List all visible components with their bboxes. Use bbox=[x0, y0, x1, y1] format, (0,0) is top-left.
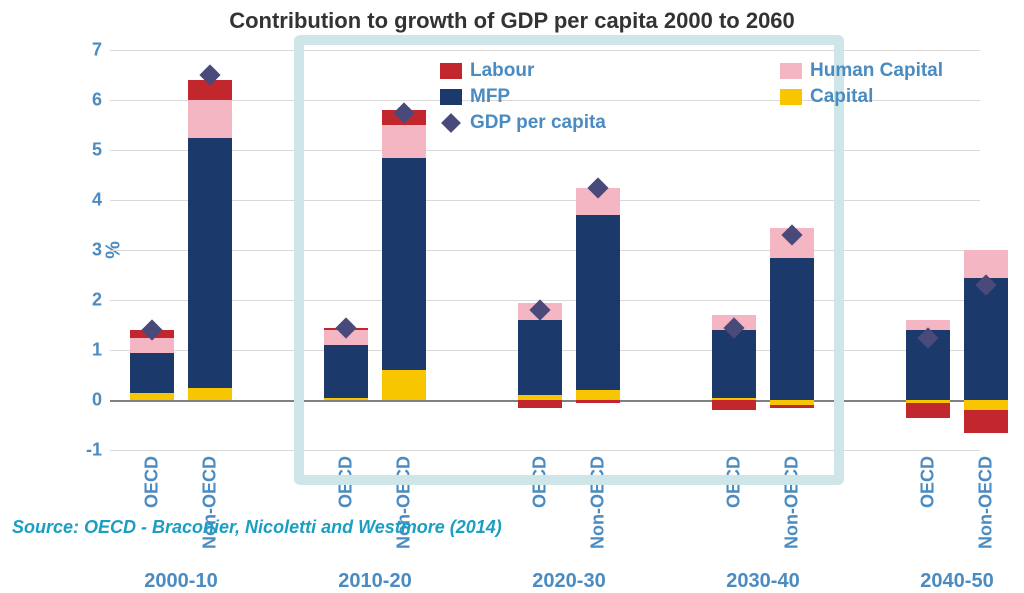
bar-segment-labour bbox=[518, 400, 562, 408]
legend-swatch bbox=[440, 63, 462, 79]
bar-segment-capital bbox=[964, 400, 1008, 410]
y-tick-label: 2 bbox=[92, 290, 102, 311]
bar-segment-mfp bbox=[576, 215, 620, 390]
bar-segment-mfp bbox=[770, 258, 814, 401]
y-tick-label: 6 bbox=[92, 90, 102, 111]
bar bbox=[964, 50, 1008, 450]
diamond-icon bbox=[441, 113, 461, 133]
legend-item: GDP per capita bbox=[440, 112, 606, 134]
bar-segment-labour bbox=[770, 405, 814, 408]
bar-segment-human bbox=[382, 125, 426, 158]
chart-title: Contribution to growth of GDP per capita… bbox=[0, 8, 1024, 34]
bar-group: OECDNon-OECD2000-10 bbox=[130, 50, 232, 450]
bar bbox=[712, 50, 756, 450]
legend-swatch bbox=[780, 89, 802, 105]
bar-segment-labour bbox=[906, 403, 950, 418]
bar-segment-capital bbox=[130, 393, 174, 401]
bar-segment-mfp bbox=[188, 138, 232, 388]
legend-swatch bbox=[440, 89, 462, 105]
source-citation: Source: OECD - Braconier, Nicoletti and … bbox=[12, 517, 502, 538]
legend: Labour MFP GDP per capita bbox=[440, 60, 606, 138]
bar-segment-mfp bbox=[712, 330, 756, 398]
bar-sub-label: Non-OECD bbox=[588, 456, 609, 549]
y-tick-label: -1 bbox=[86, 440, 102, 461]
y-tick-label: 0 bbox=[92, 390, 102, 411]
legend-label: Capital bbox=[810, 86, 873, 108]
legend-label: MFP bbox=[470, 86, 510, 108]
legend-item: Human Capital bbox=[780, 60, 943, 82]
bar bbox=[324, 50, 368, 450]
bar-sub-label: Non-OECD bbox=[782, 456, 803, 549]
bar-segment-capital bbox=[576, 390, 620, 400]
legend-item: MFP bbox=[440, 86, 606, 108]
y-tick-label: 1 bbox=[92, 340, 102, 361]
bar bbox=[382, 50, 426, 450]
bar-segment-mfp bbox=[518, 320, 562, 395]
bar-segment-capital bbox=[382, 370, 426, 400]
bar-sub-label: OECD bbox=[530, 456, 551, 508]
group-label: 2030-40 bbox=[712, 570, 814, 593]
legend: Human Capital Capital bbox=[780, 60, 943, 112]
legend-label: GDP per capita bbox=[470, 112, 606, 134]
bar bbox=[188, 50, 232, 450]
group-label: 2040-50 bbox=[906, 570, 1008, 593]
chart-area: % -101234567OECDNon-OECD2000-10OECDNon-O… bbox=[70, 50, 1000, 450]
bar-segment-human bbox=[188, 100, 232, 138]
y-tick-label: 5 bbox=[92, 140, 102, 161]
bar-sub-label: OECD bbox=[724, 456, 745, 508]
y-tick-label: 4 bbox=[92, 190, 102, 211]
group-label: 2020-30 bbox=[518, 570, 620, 593]
bar-segment-mfp bbox=[382, 158, 426, 371]
bar-segment-capital bbox=[188, 388, 232, 401]
bar-segment-labour bbox=[712, 400, 756, 410]
bar-segment-mfp bbox=[324, 345, 368, 398]
legend-item: Labour bbox=[440, 60, 606, 82]
bar-segment-mfp bbox=[964, 278, 1008, 401]
legend-swatch bbox=[780, 63, 802, 79]
gridline bbox=[110, 450, 980, 451]
legend-label: Labour bbox=[470, 60, 534, 82]
y-tick-label: 7 bbox=[92, 40, 102, 61]
bar-segment-capital bbox=[324, 398, 368, 401]
group-label: 2000-10 bbox=[130, 570, 232, 593]
page-root: { "title": "Contribution to growth of GD… bbox=[0, 0, 1024, 546]
group-label: 2010-20 bbox=[324, 570, 426, 593]
legend-item: Capital bbox=[780, 86, 943, 108]
bar-sub-label: OECD bbox=[142, 456, 163, 508]
bar-segment-labour bbox=[576, 400, 620, 403]
bar-sub-label: OECD bbox=[336, 456, 357, 508]
plot-area: -101234567OECDNon-OECD2000-10OECDNon-OEC… bbox=[110, 50, 980, 450]
bar bbox=[130, 50, 174, 450]
bar-group: OECDNon-OECD2010-20 bbox=[324, 50, 426, 450]
y-tick-label: 3 bbox=[92, 240, 102, 261]
bar-sub-label: Non-OECD bbox=[976, 456, 997, 549]
bar-segment-labour bbox=[964, 410, 1008, 433]
bar-segment-human bbox=[964, 250, 1008, 278]
bar-sub-label: OECD bbox=[918, 456, 939, 508]
bar-segment-mfp bbox=[130, 353, 174, 393]
legend-label: Human Capital bbox=[810, 60, 943, 82]
